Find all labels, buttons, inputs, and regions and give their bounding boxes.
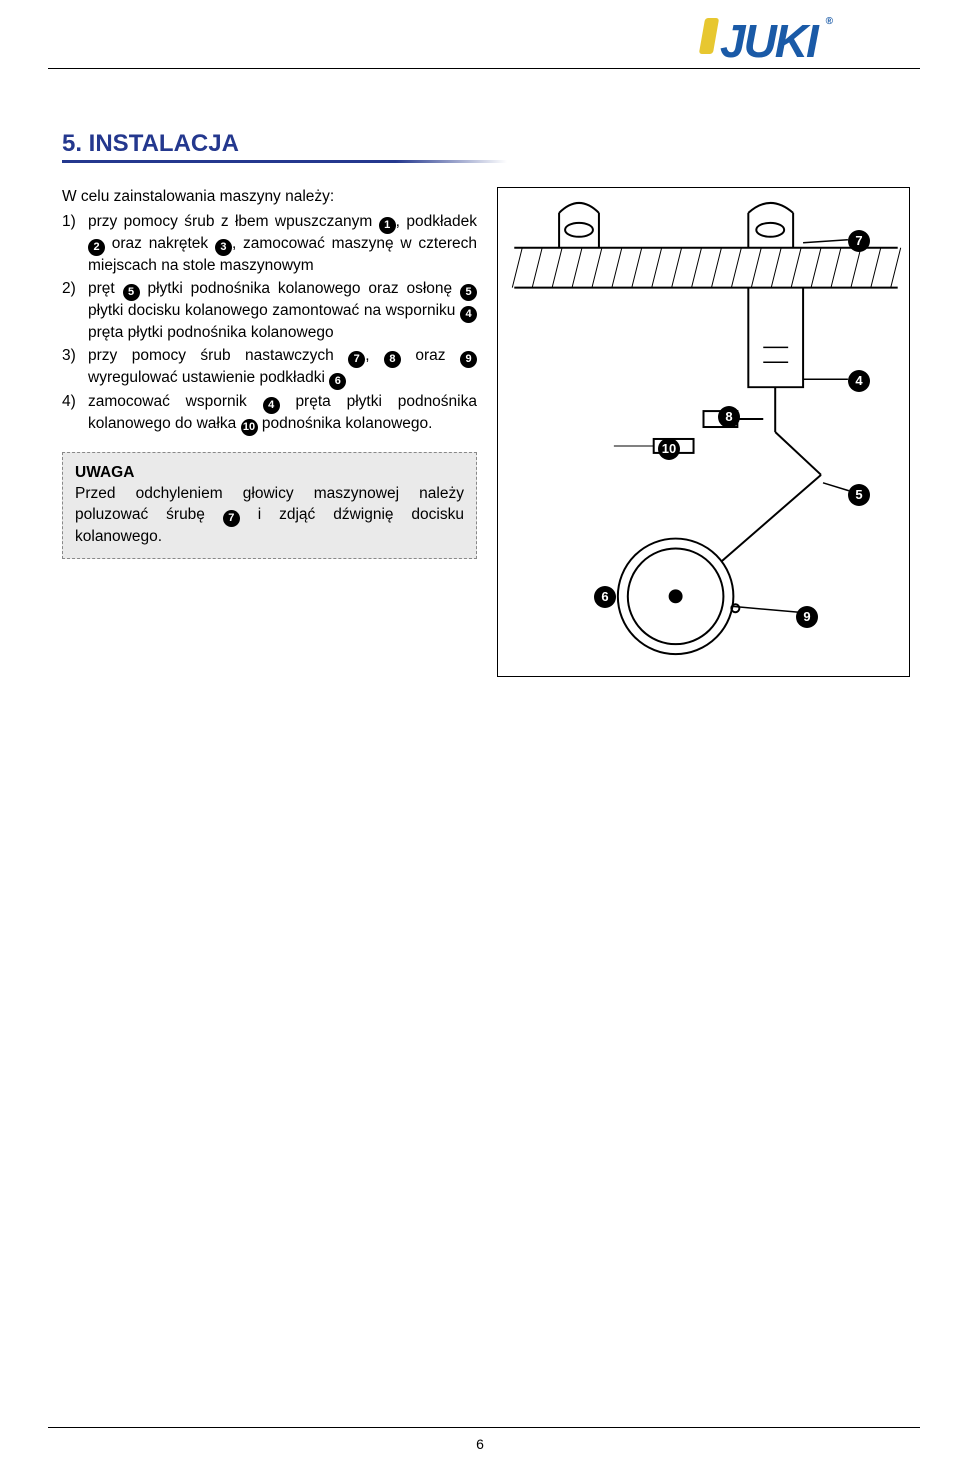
brand-logo: JUKI ®	[720, 14, 920, 62]
page-number: 6	[0, 1436, 960, 1452]
ref-glyph: 3	[215, 239, 232, 256]
figure: 7 4 8 10 5 6 9	[497, 187, 910, 677]
ref-glyph: 9	[460, 351, 477, 368]
text-column: W celu zainstalowania maszyny należy: 1)…	[62, 187, 477, 559]
list-item: 2) pręt 5 płytki podnośnika kolanowego o…	[62, 279, 477, 344]
list-item: 1) przy pomocy śrub z łbem wpuszczanym 1…	[62, 212, 477, 277]
callout-6: 6	[594, 586, 616, 608]
ref-glyph: 4	[460, 306, 477, 323]
ref-glyph: 10	[241, 419, 258, 436]
list-item: 3) przy pomocy śrub nastawczych 7, 8 ora…	[62, 346, 477, 390]
callout-9: 9	[796, 606, 818, 628]
ref-glyph: 6	[329, 373, 346, 390]
callout-4: 4	[848, 370, 870, 392]
ref-glyph: 7	[223, 510, 240, 527]
step-number: 3)	[62, 346, 88, 390]
steps-list: 1) przy pomocy śrub z łbem wpuszczanym 1…	[62, 212, 477, 436]
figure-svg	[498, 188, 909, 676]
step-text: zamocować wspornik 4 pręta płytki podnoś…	[88, 392, 477, 436]
ref-glyph: 7	[348, 351, 365, 368]
ref-glyph: 5	[460, 284, 477, 301]
step-text: przy pomocy śrub z łbem wpuszczanym 1, p…	[88, 212, 477, 277]
brand-name: JUKI	[720, 15, 817, 67]
callout-10: 10	[658, 438, 680, 460]
step-text: przy pomocy śrub nastawczych 7, 8 oraz 9…	[88, 346, 477, 390]
callout-8: 8	[718, 406, 740, 428]
note-body: Przed odchyleniem głowicy maszynowej nal…	[75, 485, 464, 545]
header-rule	[48, 68, 920, 69]
callout-5: 5	[848, 484, 870, 506]
ref-glyph: 4	[263, 397, 280, 414]
section-title: 5. INSTALACJA	[62, 130, 910, 158]
step-text: pręt 5 płytki podnośnika kolanowego oraz…	[88, 279, 477, 344]
ref-glyph: 2	[88, 239, 105, 256]
step-number: 1)	[62, 212, 88, 277]
ref-glyph: 8	[384, 351, 401, 368]
list-item: 4) zamocować wspornik 4 pręta płytki pod…	[62, 392, 477, 436]
ref-glyph: 5	[123, 284, 140, 301]
ref-glyph: 1	[379, 217, 396, 234]
note-box: UWAGA Przed odchyleniem głowicy maszynow…	[62, 452, 477, 559]
footer-rule	[48, 1427, 920, 1428]
intro-text: W celu zainstalowania maszyny należy:	[62, 187, 477, 208]
title-underline	[62, 160, 507, 163]
step-number: 4)	[62, 392, 88, 436]
callout-7: 7	[848, 230, 870, 252]
step-number: 2)	[62, 279, 88, 344]
note-title: UWAGA	[75, 464, 134, 481]
